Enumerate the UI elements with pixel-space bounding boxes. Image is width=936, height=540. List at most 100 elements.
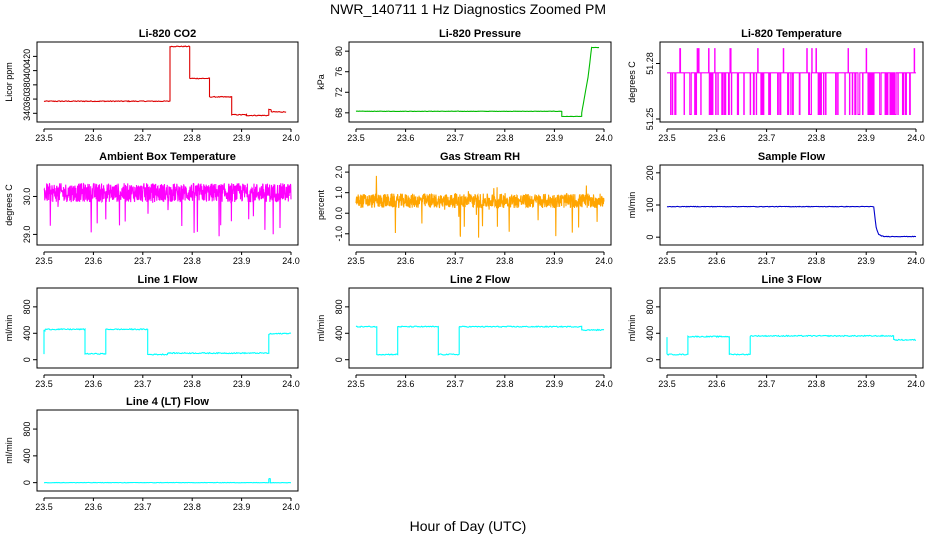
x-tick-label: 23.8 [183,379,201,389]
y-axis-label: degrees C [627,61,637,103]
x-tick-label: 23.6 [397,133,415,143]
y-tick-label: 0 [645,235,655,240]
x-tick-label: 23.6 [397,379,415,389]
chart-panel-line-4-lt-flow: Line 4 (LT) Flow ml/min 23.5 23.6 23.7 23.8 23… [4,396,300,512]
x-tick-label: 23.5 [658,133,676,143]
x-tick-label: 23.8 [183,256,201,266]
x-tick-label: 23.9 [546,379,564,389]
x-tick-label: 23.9 [546,133,564,143]
plot-frame [659,287,924,369]
chart-panel-ambient-box-temperature: Ambient Box Temperature degrees C 23.5 23.6… [4,151,300,266]
chart-panel-line-2-flow: Line 2 Flow ml/min 23.5 23.6 23.7 23.8 23.9 24.… [316,274,613,389]
y-tick-label: 800 [22,299,32,314]
series-line-ambient-box-temperature [43,182,292,237]
x-tick-label: 23.7 [446,256,464,266]
y-tick-label: 68 [334,108,344,118]
y-tick-label: 76 [334,67,344,77]
x-tick-label: 23.5 [347,256,365,266]
plot-frame [36,409,299,492]
chart-panel-li-820-temperature: Li-820 Temperature degrees C 23.5 23.6 23.7 2… [627,28,925,143]
y-tick-label: 380 [22,77,32,92]
x-tick-label: 23.7 [758,256,776,266]
x-tick-label: 23.8 [808,256,826,266]
series-line-line-3-flow [666,334,917,357]
x-tick-label: 23.7 [758,133,776,143]
plot-frame [348,164,612,246]
y-tick-label: 420 [22,49,32,64]
x-tick-label: 23.5 [658,256,676,266]
x-tick-label: 23.7 [134,379,152,389]
series-line-line-4-lt-flow [44,478,291,484]
y-axis-label: ml/min [316,315,326,342]
chart-title: Li-820 Temperature [741,28,842,40]
y-tick-label: 0 [22,357,32,362]
y-axis-label: ml/min [627,192,637,219]
chart-title: Li-820 Pressure [439,28,521,40]
chart-panel-gas-stream-rh: Gas Stream RH percent 23.5 23.6 23.7 23.8 23.9… [316,151,613,266]
chart-panel-sample-flow: Sample Flow ml/min 23.5 23.6 23.7 23.8 23.9 24.… [627,151,925,266]
y-tick-label: 51.28 [645,52,655,75]
x-tick-label: 24.0 [595,379,613,389]
y-axis-label: ml/min [4,315,14,342]
x-tick-label: 23.5 [35,379,53,389]
plot-frame [659,41,924,123]
series-line-gas-stream-rh [355,175,605,238]
x-tick-label: 24.0 [595,256,613,266]
figure-title: NWR_140711 1 Hz Diagnostics Zoomed PM [330,1,606,17]
y-tick-label: 72 [334,87,344,97]
x-tick-label: 23.8 [808,379,826,389]
chart-title: Line 4 (LT) Flow [126,396,209,408]
x-tick-label: 23.5 [35,256,53,266]
chart-title: Line 3 Flow [762,274,822,286]
y-tick-label: 800 [645,299,655,314]
y-tick-label: -1.0 [334,226,344,242]
x-tick-label: 23.7 [446,133,464,143]
x-tick-label: 23.7 [134,502,152,512]
y-tick-label: 0 [334,357,344,362]
x-tick-label: 23.6 [708,379,726,389]
y-tick-label: 1.0 [334,186,344,199]
plot-frame [659,164,924,246]
y-tick-label: 29.0 [22,226,32,244]
y-axis-label: ml/min [4,437,14,464]
y-tick-label: 100 [645,197,655,212]
x-tick-label: 24.0 [282,133,300,143]
x-tick-label: 23.9 [857,133,875,143]
series-line-li-820-temperature [667,48,916,115]
x-tick-label: 23.7 [446,379,464,389]
series-line-li-820-co2 [43,45,287,117]
x-tick-label: 23.9 [233,502,251,512]
x-tick-label: 23.6 [85,133,103,143]
figure-xlabel: Hour of Day (UTC) [409,518,527,534]
x-tick-label: 23.8 [496,379,514,389]
x-tick-label: 23.6 [85,379,103,389]
chart-title: Line 1 Flow [138,274,198,286]
plot-frame [348,287,612,369]
plot-frame [36,164,299,246]
x-tick-label: 23.8 [496,256,514,266]
y-tick-label: 30.0 [22,188,32,206]
x-tick-label: 23.9 [857,379,875,389]
y-axis-label: percent [316,189,326,220]
y-axis-label: ml/min [627,315,637,342]
y-tick-label: 400 [645,326,655,341]
x-tick-label: 24.0 [907,256,925,266]
y-tick-label: 80 [334,46,344,56]
x-tick-label: 23.6 [708,133,726,143]
series-line-line-1-flow [43,327,292,356]
x-tick-label: 23.8 [183,502,201,512]
chart-panel-line-1-flow: Line 1 Flow ml/min 23.5 23.6 23.7 23.8 23.9 24.… [4,274,300,389]
x-tick-label: 23.6 [85,502,103,512]
x-tick-label: 24.0 [282,502,300,512]
x-tick-label: 23.6 [397,256,415,266]
x-tick-label: 23.6 [708,256,726,266]
chart-panel-line-3-flow: Line 3 Flow ml/min 23.5 23.6 23.7 23.8 23.9 24.… [627,274,925,389]
chart-panel-li-820-pressure: Li-820 Pressure kPa 23.5 23.6 23.7 23.8 23.9 24… [316,28,613,143]
y-tick-label: 800 [334,299,344,314]
plot-frame [348,41,612,123]
x-tick-label: 23.9 [546,256,564,266]
y-tick-label: 0.0 [334,207,344,220]
y-tick-label: 2.0 [334,166,344,179]
